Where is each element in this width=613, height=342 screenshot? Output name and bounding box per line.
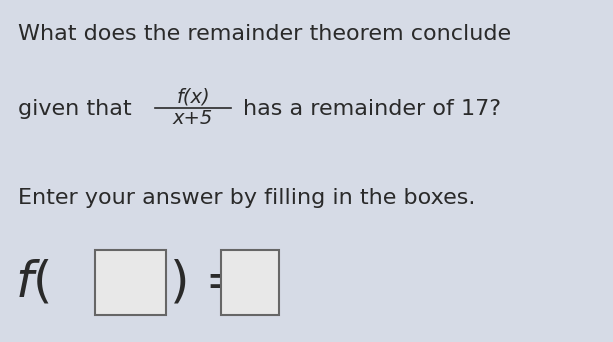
Text: What does the remainder theorem conclude: What does the remainder theorem conclude — [18, 24, 511, 44]
Text: x+5: x+5 — [173, 109, 213, 129]
FancyBboxPatch shape — [95, 250, 166, 315]
FancyBboxPatch shape — [221, 250, 279, 315]
Text: f(x): f(x) — [177, 87, 210, 106]
Text: has a remainder of 17?: has a remainder of 17? — [243, 100, 501, 119]
Text: Enter your answer by filling in the boxes.: Enter your answer by filling in the boxe… — [18, 188, 476, 208]
Text: $\mathit{f}$(: $\mathit{f}$( — [15, 258, 50, 306]
Text: given that: given that — [18, 100, 132, 119]
Text: ) =: ) = — [170, 258, 248, 306]
